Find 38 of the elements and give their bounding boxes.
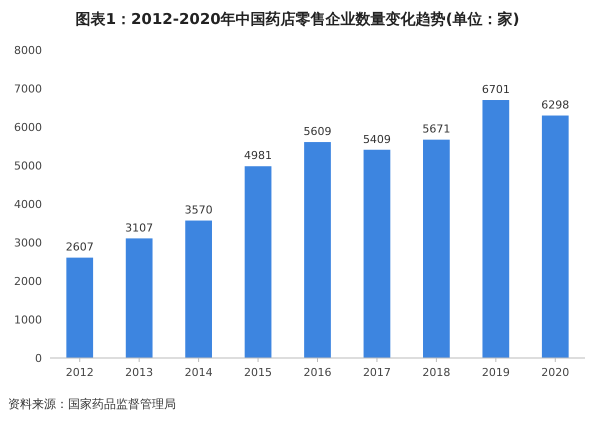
data-label: 4981 <box>244 149 272 162</box>
chart-title: 图表1：2012-2020年中国药店零售企业数量变化趋势(单位：家) <box>76 10 520 28</box>
y-tick-label: 0 <box>35 352 42 365</box>
y-tick-label: 1000 <box>14 314 42 326</box>
bar <box>244 166 272 358</box>
y-tick-label: 4000 <box>14 198 42 211</box>
x-tick-label: 2012 <box>66 366 94 379</box>
data-label: 5409 <box>362 132 391 146</box>
x-tick-label: 2017 <box>362 366 391 379</box>
x-tick-label: 2014 <box>184 366 213 379</box>
x-tick-label: 2018 <box>422 366 450 379</box>
data-label: 2607 <box>66 240 94 254</box>
data-label: 3570 <box>184 204 213 217</box>
bar <box>542 116 569 358</box>
bar <box>66 258 94 358</box>
bar <box>423 140 450 358</box>
x-tick-label: 2013 <box>125 366 154 379</box>
bar <box>364 150 390 358</box>
y-tick-label: 5000 <box>14 160 42 172</box>
data-label: 3107 <box>125 221 154 234</box>
y-tick-label: 7000 <box>14 82 42 96</box>
x-tick-label: 2016 <box>304 366 332 379</box>
bar <box>126 238 153 358</box>
bar <box>304 142 331 358</box>
x-tick-label: 2019 <box>482 366 510 379</box>
x-tick-label: 2015 <box>244 366 272 379</box>
y-tick-label: 8000 <box>14 44 42 57</box>
x-tick-label: 2020 <box>541 366 570 379</box>
bar <box>185 220 212 358</box>
data-label: 6701 <box>482 83 510 96</box>
data-label: 5671 <box>422 122 450 136</box>
y-tick-label: 2000 <box>14 275 42 288</box>
y-tick-label: 6000 <box>14 121 42 134</box>
data-label: 6298 <box>541 98 570 112</box>
text: 资料来源：国家药品监督管理局 <box>8 397 176 411</box>
data-label: 5609 <box>304 125 332 138</box>
bar <box>482 100 510 358</box>
y-tick-label: 3000 <box>14 236 42 250</box>
